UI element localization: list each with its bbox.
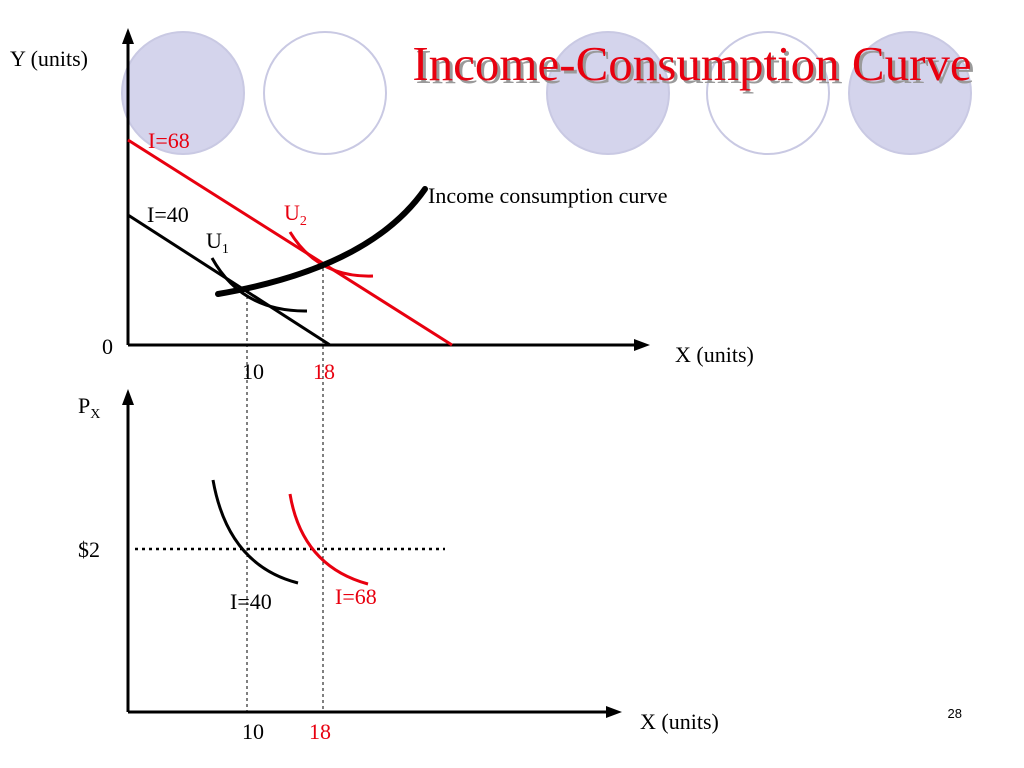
bottom-x-axis-label: X (units) — [640, 709, 719, 734]
top-y-axis-arrow — [122, 28, 134, 44]
price-label: $2 — [78, 537, 100, 562]
indifference-curve-u2 — [288, 231, 374, 278]
top-y-axis-label: Y (units) — [10, 46, 88, 71]
income-consumption-curve-label: Income consumption curve — [428, 183, 668, 208]
bottom-y-axis-label: PX — [78, 393, 100, 422]
bottom-x-tick-18: 18 — [309, 719, 331, 744]
decor-circle-filled — [848, 31, 972, 155]
decor-circle-filled — [121, 31, 245, 155]
bottom-y-axis-arrow — [122, 389, 134, 405]
decor-circle-outline — [263, 31, 387, 155]
top-graph: Y (units) X (units) 0 I=68 I=40 U1 U2 In… — [10, 28, 754, 712]
origin-label: 0 — [102, 334, 113, 359]
budget-label-i68: I=68 — [148, 128, 190, 153]
top-x-tick-10: 10 — [242, 359, 264, 384]
bottom-x-tick-10: 10 — [242, 719, 264, 744]
income-consumption-curve — [215, 186, 428, 297]
decor-circle-filled — [546, 31, 670, 155]
demand-label-i40: I=40 — [230, 589, 272, 614]
bottom-x-axis-arrow — [606, 706, 622, 718]
slide-title: Income-Consumption Curve — [412, 36, 971, 91]
curve-label-u2: U2 — [284, 200, 307, 229]
budget-line-i68 — [127, 138, 453, 347]
indifference-curve-u1 — [210, 257, 308, 313]
top-x-axis-arrow — [634, 339, 650, 351]
top-x-tick-18: 18 — [313, 359, 335, 384]
curve-label-u1: U1 — [206, 228, 229, 257]
demand-curve-i68 — [288, 493, 369, 586]
decor-circle-outline — [706, 31, 830, 155]
slide-title-shadow: Income-Consumption Curve — [415, 39, 974, 94]
demand-curve-i40 — [211, 479, 299, 585]
bottom-graph: PX X (units) $2 I=40 I=68 10 18 — [78, 389, 719, 744]
budget-label-i40: I=40 — [147, 202, 189, 227]
demand-label-i68: I=68 — [335, 584, 377, 609]
top-x-axis-label: X (units) — [675, 342, 754, 367]
page-number: 28 — [948, 706, 962, 721]
decorative-circles — [121, 31, 972, 155]
